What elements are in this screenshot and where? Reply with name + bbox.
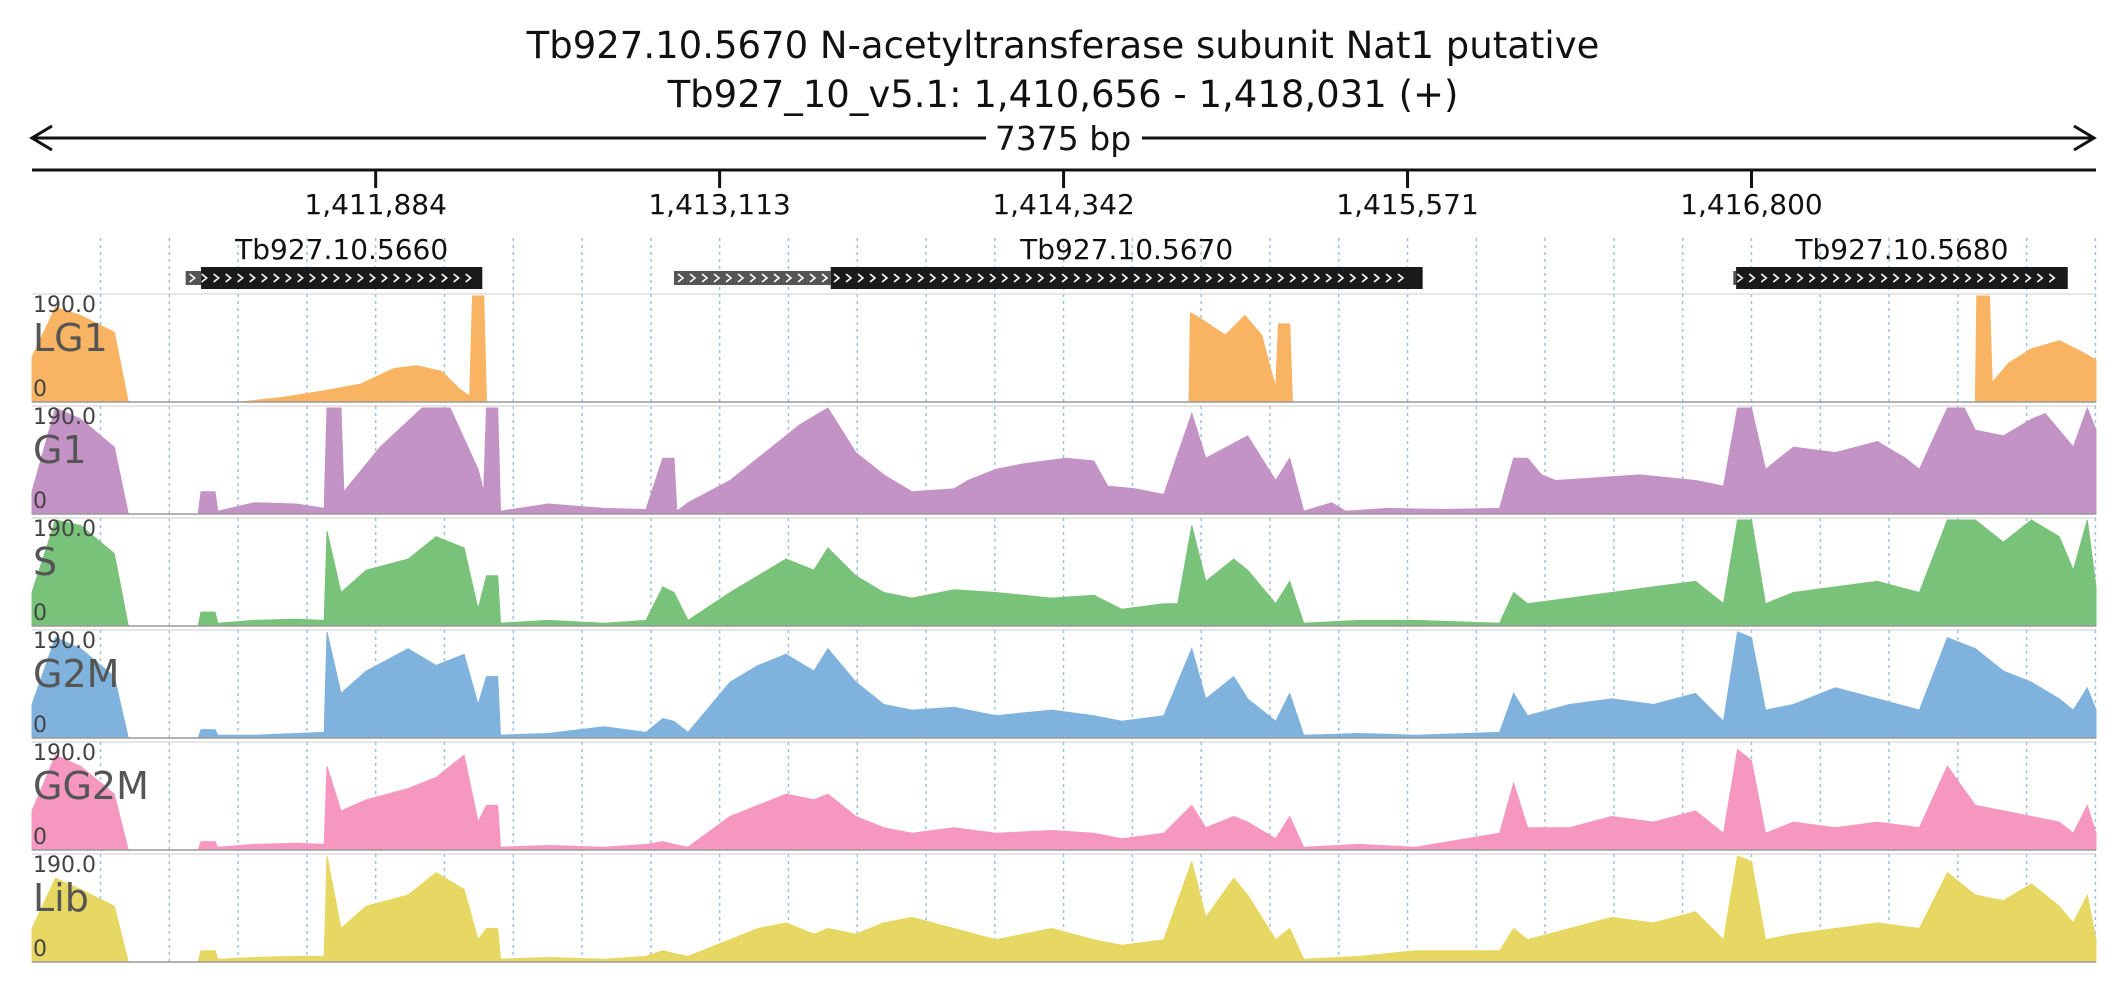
track-name-label: S <box>33 540 57 584</box>
track-max-label: 190.0 <box>33 629 96 654</box>
track-zero-label: 0 <box>33 489 47 514</box>
track-max-label: 190.0 <box>33 741 96 766</box>
track-gg2m: 190.0 0 GG2M <box>31 741 2097 851</box>
axis-tick-label: 1,416,800 <box>1680 188 1823 221</box>
track-zero-label: 0 <box>33 713 47 738</box>
gene-label: Tb927.10.5670 <box>1019 233 1233 266</box>
track-name-label: G2M <box>33 652 119 696</box>
axis-tick-label: 1,415,571 <box>1336 188 1479 221</box>
track-lib: 190.0 0 Lib <box>31 853 2097 963</box>
span-arrow-head-right <box>2073 124 2097 152</box>
span-length-label: 7375 bp <box>995 119 1131 158</box>
gene-utr-block <box>674 271 831 285</box>
chart-title: Tb927.10.5670 N-acetyltransferase subuni… <box>526 24 1600 67</box>
gene-models: Tb927.10.5660 Tb927.10.5670 Tb927.10.5680 <box>185 233 2068 289</box>
track-zero-label: 0 <box>33 937 47 962</box>
gene-strand-arrows <box>677 273 1405 283</box>
gene-tb927-10-5660: Tb927.10.5660 <box>185 233 483 289</box>
coverage-area <box>31 295 2097 403</box>
span-arrow-head-left <box>29 124 53 152</box>
gene-tb927-10-5670: Tb927.10.5670 <box>674 233 1423 289</box>
chart-subtitle: Tb927_10_v5.1: 1,410,656 - 1,418,031 (+) <box>667 73 1459 116</box>
axis-tick-label: 1,413,113 <box>648 188 791 221</box>
axis-ticks: 1,411,884 1,413,113 1,414,342 1,415,571 1,41… <box>304 170 1823 221</box>
coverage-area <box>31 519 2097 627</box>
track-lg1: 190.0 0 LG1 <box>31 293 2097 403</box>
coverage-area <box>31 406 2097 515</box>
track-name-label: Lib <box>33 876 89 920</box>
track-zero-label: 0 <box>33 825 47 850</box>
coverage-area <box>31 855 2097 963</box>
gene-utr-block <box>185 271 202 285</box>
gene-utr-block <box>1733 271 1737 285</box>
gene-label: Tb927.10.5660 <box>234 233 448 266</box>
track-max-label: 190.0 <box>33 853 96 878</box>
coverage-area <box>31 748 2097 851</box>
track-max-label: 190.0 <box>33 405 96 430</box>
track-name-label: LG1 <box>33 316 108 360</box>
track-zero-label: 0 <box>33 377 47 402</box>
track-max-label: 190.0 <box>33 517 96 542</box>
axis-tick-label: 1,414,342 <box>992 188 1135 221</box>
track-max-label: 190.0 <box>33 293 96 318</box>
axis-tick-label: 1,411,884 <box>304 188 447 221</box>
coverage-area <box>31 631 2097 739</box>
track-g2m: 190.0 0 G2M <box>31 629 2097 739</box>
track-name-label: G1 <box>33 428 87 472</box>
track-name-label: GG2M <box>33 764 149 808</box>
gene-strand-arrows <box>1736 273 2056 283</box>
gene-cds-block <box>1736 267 2068 289</box>
gene-cds-block <box>201 267 483 289</box>
span-indicator: 7375 bp <box>29 119 2097 158</box>
gene-label: Tb927.10.5680 <box>1794 233 2008 266</box>
track-zero-label: 0 <box>33 601 47 626</box>
coverage-tracks: 190.00LG1190.00G1190.00S190.00G2M190.00G… <box>31 293 2097 963</box>
gene-tb927-10-5680: Tb927.10.5680 <box>1733 233 2068 289</box>
gene-strand-arrows <box>189 273 472 283</box>
track-g1: 190.0 0 G1 <box>31 405 2097 515</box>
track-s: 190.0 0 S <box>31 517 2097 627</box>
